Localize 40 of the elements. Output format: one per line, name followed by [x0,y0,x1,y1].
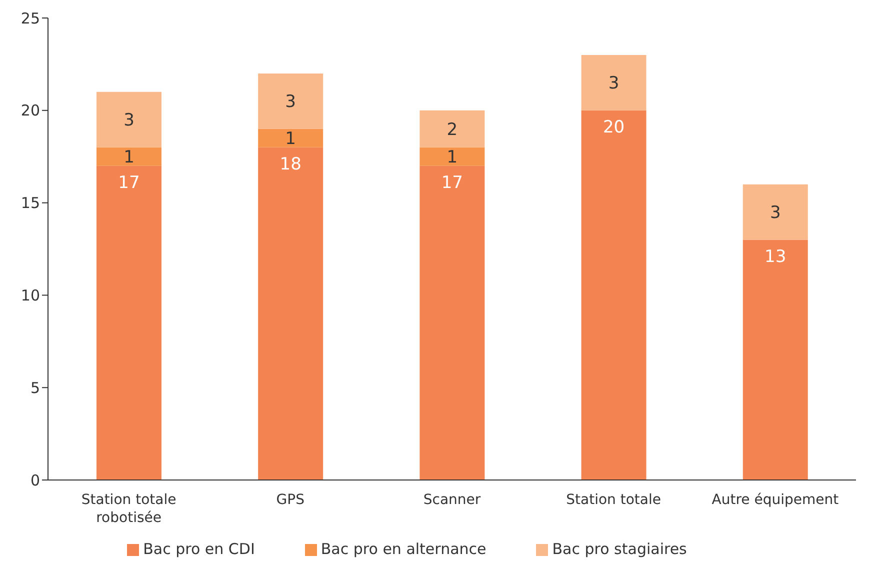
legend-label: Bac pro stagiaires [552,540,687,558]
data-label: 3 [770,203,781,224]
bar [258,128,324,148]
data-label: 13 [764,246,786,267]
data-label: 20 [602,117,625,138]
data-label: 1 [285,129,296,150]
bar [420,147,485,166]
data-label: 1 [124,148,134,168]
bar [742,184,808,240]
y-tick-label: 0 [30,471,40,490]
bar [420,166,485,480]
y-tick-label: 15 [20,194,40,212]
legend-label: Bac pro en alternance [320,540,486,558]
data-label: 3 [285,92,296,112]
x-tick-label: Autre équipement [712,492,840,508]
y-tick-label: 25 [20,9,40,28]
x-tick-label: Station totale [566,492,662,508]
data-label: 17 [441,172,463,193]
bar [420,110,485,148]
bar [258,147,324,480]
x-tick-label: Station totale robotisée [81,492,176,526]
bar [96,147,162,166]
x-tick-label: GPS [276,492,305,508]
data-label: 2 [446,120,458,140]
x-tick-label: Scanner [423,492,481,508]
bar [581,54,646,110]
data-label: 1 [446,148,458,168]
bar [581,110,646,480]
y-tick-label: 5 [30,378,40,397]
bar [96,166,162,480]
data-label: 17 [118,172,140,193]
bar [258,73,324,129]
bar [742,240,808,480]
data-label: 18 [280,154,302,174]
y-tick-label: 10 [20,286,40,305]
legend-label: Bac pro en CDI [143,540,255,558]
data-label: 3 [124,110,134,131]
y-tick-label: 20 [20,102,40,120]
bar [96,92,162,148]
data-label: 3 [608,74,620,94]
